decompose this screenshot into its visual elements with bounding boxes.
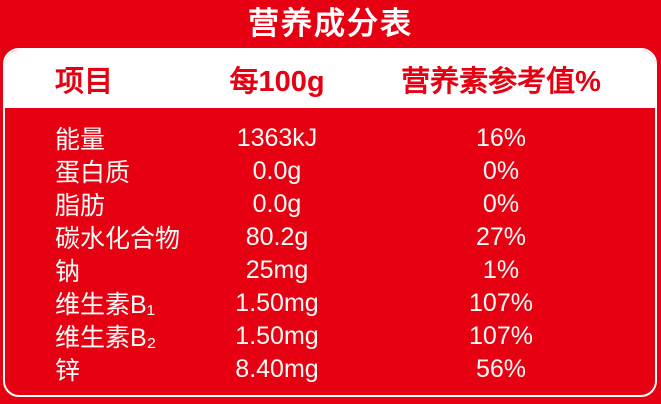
column-header-nrv-percent: 营养素参考值% <box>401 66 601 98</box>
nutrient-name: 维生素B₂ <box>55 324 157 352</box>
nutrient-amount: 1363kJ <box>236 123 318 152</box>
nutrient-amount: 1.50mg <box>235 288 319 317</box>
nutrient-amount: 8.40mg <box>235 354 319 383</box>
nutrient-name: 蛋白质 <box>55 159 131 187</box>
table-header-row: 项目 每100g 营养素参考值% <box>5 50 655 108</box>
table-row: 维生素B₁ 1.50mg 107% <box>5 285 655 320</box>
nutrient-amount: 1.50mg <box>235 321 319 350</box>
table-row: 锌 8.40mg 56% <box>5 351 655 386</box>
nutrient-name: 钠 <box>55 258 81 286</box>
table-row: 蛋白质 0.0g 0% <box>5 153 655 188</box>
nutrient-nrv: 0% <box>482 156 520 185</box>
table-row: 脂肪 0.0g 0% <box>5 186 655 221</box>
column-header-item: 项目 <box>55 66 114 98</box>
nutrient-amount: 0.0g <box>252 156 302 185</box>
nutrition-table: 项目 每100g 营养素参考值% 能量 1363kJ 16% 蛋白质 0.0g … <box>3 48 657 397</box>
nutrient-nrv: 1% <box>482 255 520 284</box>
column-header-per-100g: 每100g <box>229 66 325 98</box>
nutrient-name: 能量 <box>55 126 106 154</box>
nutrient-nrv: 27% <box>475 222 527 251</box>
table-row: 维生素B₂ 1.50mg 107% <box>5 318 655 353</box>
table-row: 碳水化合物 80.2g 27% <box>5 219 655 254</box>
nutrient-nrv: 107% <box>469 321 533 350</box>
nutrient-amount: 80.2g <box>245 222 309 251</box>
table-row: 能量 1363kJ 16% <box>5 120 655 155</box>
page-title: 营养成分表 <box>248 6 413 41</box>
nutrient-name: 脂肪 <box>55 192 106 220</box>
nutrient-amount: 0.0g <box>252 189 302 218</box>
nutrient-nrv: 56% <box>475 354 527 383</box>
nutrient-name: 锌 <box>55 357 81 385</box>
table-body: 能量 1363kJ 16% 蛋白质 0.0g 0% 脂肪 0.0g 0% 碳水化… <box>5 108 655 386</box>
nutrient-nrv: 0% <box>482 189 520 218</box>
nutrient-name: 维生素B₁ <box>55 291 156 319</box>
nutrient-amount: 25mg <box>245 255 309 284</box>
nutrient-nrv: 16% <box>475 123 527 152</box>
table-row: 钠 25mg 1% <box>5 252 655 287</box>
nutrient-nrv: 107% <box>469 288 533 317</box>
nutrient-name: 碳水化合物 <box>55 225 181 253</box>
